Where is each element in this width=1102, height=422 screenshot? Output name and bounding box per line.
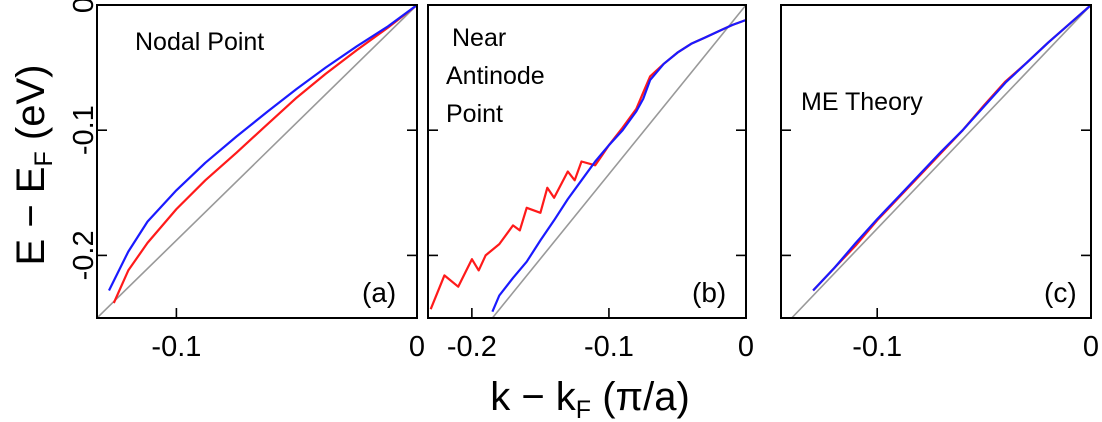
panel-a-frame xyxy=(96,4,418,319)
x-tick-label: 0 xyxy=(1083,331,1099,363)
series-blue-line xyxy=(812,5,1091,292)
panel-a-tag: (a) xyxy=(362,277,396,308)
panel-c-tag: (c) xyxy=(1044,277,1077,308)
x-tick-label: 0 xyxy=(738,331,754,363)
panel-c-annotation: ME Theory xyxy=(801,88,923,116)
panel-b-annotation: Near Antinode Point xyxy=(446,24,552,128)
panel-c-tick-labels: -0.1 0 xyxy=(852,331,1099,363)
panel-c-ticks xyxy=(781,4,1092,318)
panel-a-annotation: Nodal Point xyxy=(135,28,264,56)
y-tick-label: -0.2 xyxy=(68,230,100,280)
x-tick-label: 0 xyxy=(409,331,425,363)
panel-a-annotation-line: Nodal Point xyxy=(135,28,264,56)
panel-c-annotation-line: ME Theory xyxy=(801,88,923,116)
y-tick-label: -0.1 xyxy=(68,105,100,155)
x-axis-title: k − kF (π/a) xyxy=(490,375,690,422)
panel-a-tick-labels: -0.1 0 0 -0.1 -0.2 xyxy=(68,0,425,363)
series-red-line xyxy=(112,5,417,304)
y-tick-label: 0 xyxy=(68,0,100,13)
series-gray-line xyxy=(791,5,1091,318)
panel-b-annotation-line: Near xyxy=(452,24,506,52)
series-blue-line xyxy=(491,18,746,313)
series-gray-line xyxy=(491,5,746,318)
panel-a-series xyxy=(97,5,417,318)
panel-b-frame xyxy=(427,4,747,319)
series-gray-line xyxy=(97,5,417,318)
panel-b-annotation-line: Point xyxy=(446,100,503,128)
panel-b-series xyxy=(429,5,746,318)
y-axis-title: E − EF (eV) xyxy=(9,65,58,266)
x-tick-label: -0.1 xyxy=(584,331,634,363)
panel-b-tick-labels: -0.2 -0.1 0 xyxy=(447,331,754,363)
panel-b-tag: (b) xyxy=(692,277,726,308)
panel-a: Nodal Point (a) -0.1 0 0 -0.1 -0.2 xyxy=(68,0,425,363)
panel-c-frame xyxy=(780,4,1092,319)
panel-b-annotation-line: Antinode xyxy=(446,62,545,90)
x-tick-label: -0.2 xyxy=(447,331,497,363)
series-blue-line xyxy=(108,5,417,291)
x-tick-label: -0.1 xyxy=(852,331,902,363)
x-tick-label: -0.1 xyxy=(151,331,201,363)
panel-c-series xyxy=(791,5,1091,318)
panel-c: ME Theory (c) -0.1 0 xyxy=(780,4,1099,363)
panel-b: Near Antinode Point (b) -0.2 -0.1 0 xyxy=(427,4,754,363)
